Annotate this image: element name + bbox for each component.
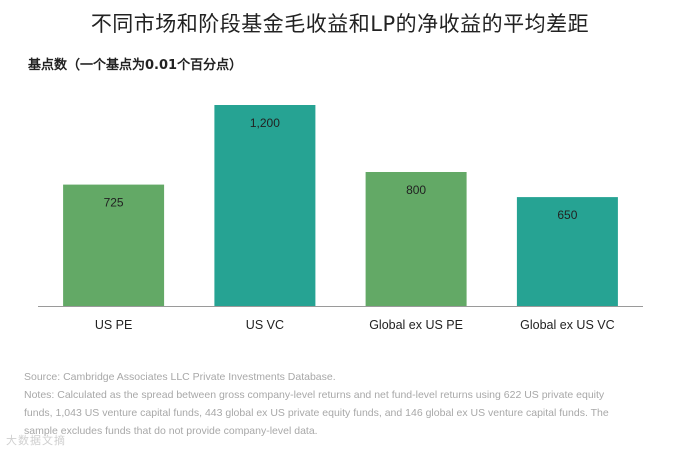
x-tick-label: Global ex US VC bbox=[520, 318, 614, 332]
notes-line-2: funds, 1,043 US venture capital funds, 4… bbox=[24, 407, 609, 419]
bar-us-pe bbox=[63, 184, 165, 306]
x-tick-label: US VC bbox=[246, 318, 284, 332]
data-label: 725 bbox=[104, 196, 124, 210]
source-text: Source: Cambridge Associates LLC Private… bbox=[24, 371, 336, 383]
x-tick-label: Global ex US PE bbox=[369, 318, 463, 332]
data-label: 800 bbox=[406, 183, 426, 197]
bar-global-ex-us-vc bbox=[516, 197, 618, 306]
watermark-logo: 大数据文摘 bbox=[6, 434, 66, 447]
data-label: 1,200 bbox=[250, 116, 280, 130]
chart-notes: Source: Cambridge Associates LLC Private… bbox=[24, 368, 654, 440]
chart-title: 不同市场和阶段基金毛收益和LP的净收益的平均差距 bbox=[90, 12, 590, 36]
bar-us-vc bbox=[214, 105, 316, 306]
data-label: 650 bbox=[557, 208, 577, 222]
bar-chart: 725 US PE 1,200 US VC 800 Global ex US PE 650 G… bbox=[38, 105, 643, 332]
y-axis-label: 基点数（一个基点为0.01个百分点） bbox=[28, 58, 243, 73]
notes-line-3: sample excludes funds that do not provid… bbox=[24, 425, 318, 437]
x-tick-label: US PE bbox=[95, 318, 133, 332]
notes-line-1: Notes: Calculated as the spread between … bbox=[24, 389, 605, 401]
bar-global-ex-us-pe bbox=[365, 172, 467, 306]
